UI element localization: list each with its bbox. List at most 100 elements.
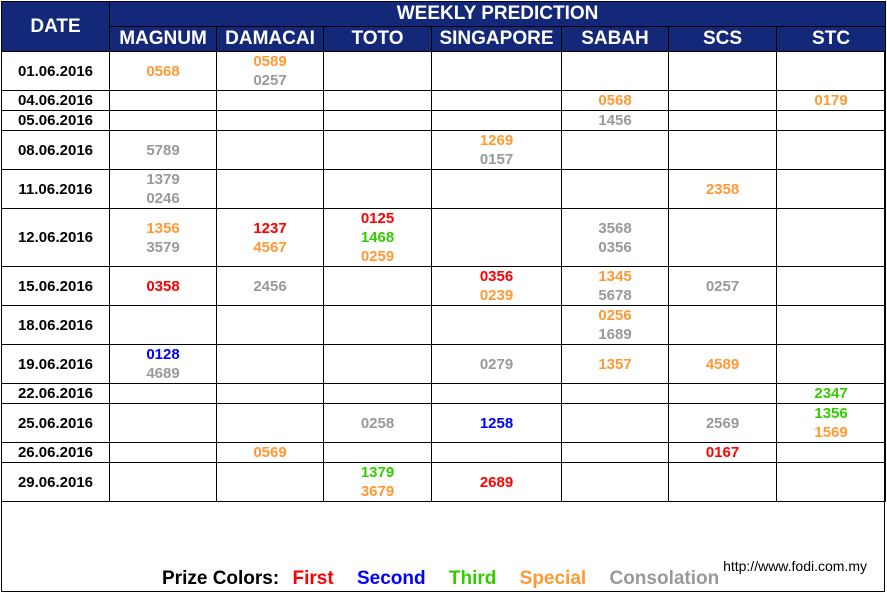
prediction-number: 0568 — [146, 62, 180, 80]
prediction-cell-magnum — [109, 305, 217, 345]
table-row: 01.06.2016 0568 0589 0257 — [1, 51, 887, 91]
legend-label: Prize Colors: — [162, 568, 280, 589]
prediction-cell-toto — [323, 383, 432, 404]
site-url[interactable]: http://www.fodi.com.my — [723, 558, 867, 574]
prediction-cell-toto — [323, 305, 432, 345]
column-header-row: MAGNUM DAMACAI TOTO SINGAPORE SABAH SCS … — [2, 26, 887, 52]
prediction-number: 2689 — [479, 473, 514, 491]
prediction-number: 3568 — [598, 219, 632, 237]
prediction-cell-damacai — [216, 344, 324, 384]
prediction-number: 4567 — [253, 238, 287, 256]
legend-first: First — [292, 568, 334, 589]
prediction-number: 1345 — [598, 268, 632, 285]
prediction-number: 2358 — [705, 180, 740, 198]
legend-consolation: Consolation — [609, 568, 720, 589]
prediction-number: 0157 — [479, 151, 514, 168]
prediction-number: 1569 — [814, 424, 848, 441]
prediction-cell-scs — [668, 110, 777, 131]
prediction-cell-toto — [323, 442, 432, 463]
prediction-number: 1258 — [479, 414, 514, 432]
prediction-cell-stc — [775, 130, 887, 170]
prediction-cell-stc — [775, 462, 887, 502]
prediction-number: 0257 — [253, 72, 287, 89]
date-cell: 22.06.2016 — [1, 383, 110, 404]
prediction-cell-sabah: 0568 — [561, 90, 669, 111]
prediction-cell-scs — [668, 208, 777, 267]
prediction-cell-damacai: 2456 — [216, 266, 324, 306]
prediction-cell-damacai — [216, 110, 324, 131]
prediction-cell-stc — [775, 169, 887, 209]
prediction-cell-sabah: 1357 — [561, 344, 669, 384]
footer: Prize Colors: First Second Third Special… — [1, 515, 885, 592]
prediction-cell-singapore — [431, 90, 562, 111]
prediction-cell-scs — [668, 305, 777, 345]
prediction-number: 1269 — [479, 132, 514, 149]
prediction-cell-stc — [775, 442, 887, 463]
prediction-cell-stc: 2347 — [775, 383, 887, 404]
prediction-cell-singapore: 1269 0157 — [431, 130, 562, 170]
prediction-number: 0356 — [479, 268, 514, 285]
table-row: 18.06.2016 0256 1689 — [1, 305, 887, 345]
prediction-cell-damacai — [216, 90, 324, 111]
prediction-cell-magnum: 0128 4689 — [109, 344, 217, 384]
prediction-cell-damacai — [216, 169, 324, 209]
prediction-number: 0179 — [814, 92, 848, 109]
prediction-number: 0125 — [360, 210, 395, 227]
prediction-number: 1237 — [253, 219, 287, 237]
prediction-number: 0258 — [360, 414, 395, 432]
prediction-cell-scs: 2358 — [668, 169, 777, 209]
prediction-cell-damacai: 1237 4567 — [216, 208, 324, 267]
weekly-prediction-title: WEEKLY PREDICTION — [108, 1, 887, 27]
prediction-cell-magnum: 0568 — [109, 51, 217, 91]
date-header: DATE — [1, 1, 110, 52]
prediction-cell-singapore: 0356 0239 — [431, 266, 562, 306]
prediction-number: 0246 — [146, 190, 180, 207]
prediction-body: 01.06.2016 0568 0589 0257 04.06.2016 0568 0179… — [1, 51, 887, 502]
prediction-number: 0259 — [360, 248, 395, 265]
prediction-number: 1356 — [814, 405, 848, 422]
date-cell: 01.06.2016 — [1, 51, 110, 91]
prediction-cell-sabah: 1345 5678 — [561, 266, 669, 306]
prediction-cell-scs — [668, 90, 777, 111]
legend-special: Special — [519, 568, 587, 589]
column-header-damacai: DAMACAI — [216, 26, 324, 52]
prediction-number: 0569 — [253, 444, 287, 461]
prediction-cell-scs — [668, 130, 777, 170]
legend-third: Third — [448, 568, 497, 589]
prediction-cell-stc: 1356 1569 — [775, 403, 887, 443]
prediction-number: 1456 — [598, 112, 632, 129]
prediction-cell-magnum — [109, 383, 217, 404]
prediction-number: 1379 — [360, 464, 395, 481]
table-row: 04.06.2016 0568 0179 — [1, 90, 887, 111]
date-cell: 12.06.2016 — [1, 208, 110, 267]
prediction-cell-stc — [775, 305, 887, 345]
prediction-cell-stc — [775, 344, 887, 384]
table-row: 15.06.2016 0358 2456 0356 0239 1345 5678 0257 — [1, 266, 887, 306]
prediction-cell-toto — [323, 51, 432, 91]
prediction-cell-damacai — [216, 383, 324, 404]
prediction-cell-singapore — [431, 110, 562, 131]
prediction-number: 1356 — [146, 219, 180, 237]
prediction-cell-singapore — [431, 305, 562, 345]
prediction-cell-singapore — [431, 51, 562, 91]
prediction-number: 0256 — [598, 307, 632, 324]
prediction-cell-scs: 4589 — [668, 344, 777, 384]
prediction-cell-toto: 0125 1468 0259 — [323, 208, 432, 267]
prediction-number: 0568 — [598, 92, 632, 109]
prediction-number: 5789 — [146, 141, 180, 159]
column-header-stc: STC — [775, 26, 887, 52]
prediction-cell-damacai — [216, 462, 324, 502]
column-header-magnum: MAGNUM — [109, 26, 217, 52]
prediction-number: 0356 — [598, 238, 632, 256]
date-cell: 26.06.2016 — [1, 442, 110, 463]
prediction-cell-singapore — [431, 442, 562, 463]
prediction-table: DATE WEEKLY PREDICTION MAGNUM DAMACAI TO… — [1, 1, 887, 502]
prediction-cell-toto — [323, 110, 432, 131]
prediction-cell-magnum: 0358 — [109, 266, 217, 306]
prediction-cell-damacai — [216, 305, 324, 345]
prediction-cell-singapore: 2689 — [431, 462, 562, 502]
prediction-cell-sabah — [561, 169, 669, 209]
date-cell: 15.06.2016 — [1, 266, 110, 306]
prediction-cell-scs: 0167 — [668, 442, 777, 463]
prediction-number: 3579 — [146, 238, 180, 256]
